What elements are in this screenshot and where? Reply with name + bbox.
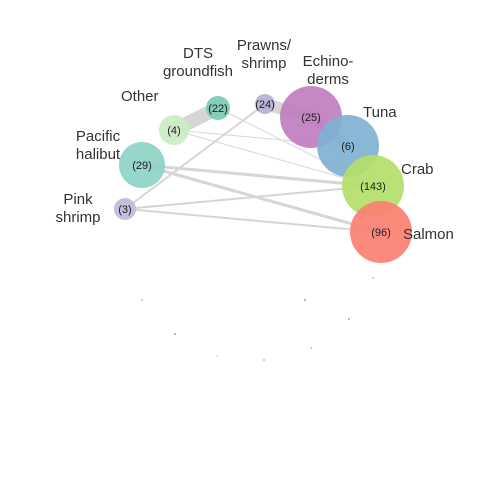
- edge-pink-prawns: [124, 103, 266, 210]
- node-count-prawns: (24): [255, 99, 275, 111]
- node-label-line: halibut: [76, 146, 121, 163]
- edge-pink-crab: [124, 185, 374, 210]
- node-count-echinoderms: (25): [301, 112, 321, 124]
- node-count-halibut: (29): [132, 160, 152, 172]
- node-label-line: shrimp: [241, 55, 286, 72]
- node-count-tuna: (6): [341, 141, 354, 153]
- node-label-halibut: Pacific halibut: [76, 128, 121, 163]
- node-count-crab: (143): [360, 181, 386, 193]
- edge-halibut-salmon: [141, 164, 382, 233]
- node-count-dts: (22): [208, 103, 228, 115]
- node-label-line: Pacific: [76, 128, 121, 145]
- node-label-line: Crab: [401, 161, 434, 178]
- node-label-dts: DTS groundfish: [163, 45, 233, 80]
- node-label-crab: Crab: [401, 161, 434, 178]
- edge-pink-salmon: [124, 208, 382, 233]
- dots-layer: [141, 277, 374, 361]
- node-label-line: shrimp: [55, 209, 100, 226]
- dot-7: [310, 347, 312, 349]
- node-label-salmon: Salmon: [403, 226, 454, 243]
- node-label-line: Echino-: [303, 53, 354, 70]
- node-label-line: derms: [307, 71, 349, 88]
- node-pink[interactable]: [114, 198, 136, 220]
- nodes-layer: (22) (24) (25) (6) (143) (96) (4) (29) (3): [114, 86, 412, 263]
- node-count-other: (4): [167, 125, 180, 137]
- node-label-other: Other: [121, 88, 159, 105]
- dot-8: [304, 299, 306, 301]
- node-label-echinoderms: Echino-derms: [303, 53, 354, 88]
- dot-3: [174, 333, 176, 335]
- node-salmon[interactable]: [350, 201, 412, 263]
- dot-5: [263, 359, 265, 361]
- edge-other-crab: [173, 129, 374, 187]
- dot-6: [348, 318, 350, 320]
- node-crab[interactable]: [342, 155, 404, 217]
- node-count-salmon: (96): [371, 227, 391, 239]
- node-dts[interactable]: [206, 96, 230, 120]
- node-prawns[interactable]: [255, 94, 275, 114]
- node-label-line: Tuna: [363, 104, 397, 121]
- dot-2: [372, 277, 374, 279]
- node-label-pink: Pink shrimp: [55, 191, 100, 226]
- node-label-prawns: Prawns/shrimp: [237, 37, 292, 72]
- node-label-line: Prawns/: [237, 37, 292, 54]
- node-label-line: Salmon: [403, 226, 454, 243]
- node-label-line: Other: [121, 88, 159, 105]
- dot-4: [216, 355, 218, 357]
- node-label-line: DTS: [183, 45, 213, 62]
- node-label-line: Pink: [63, 191, 93, 208]
- node-count-pink: (3): [118, 204, 131, 216]
- node-other[interactable]: [159, 115, 189, 145]
- node-label-line: groundfish: [163, 63, 233, 80]
- node-label-tuna: Tuna: [363, 104, 397, 121]
- dot-1: [141, 299, 143, 301]
- node-halibut[interactable]: [119, 142, 165, 188]
